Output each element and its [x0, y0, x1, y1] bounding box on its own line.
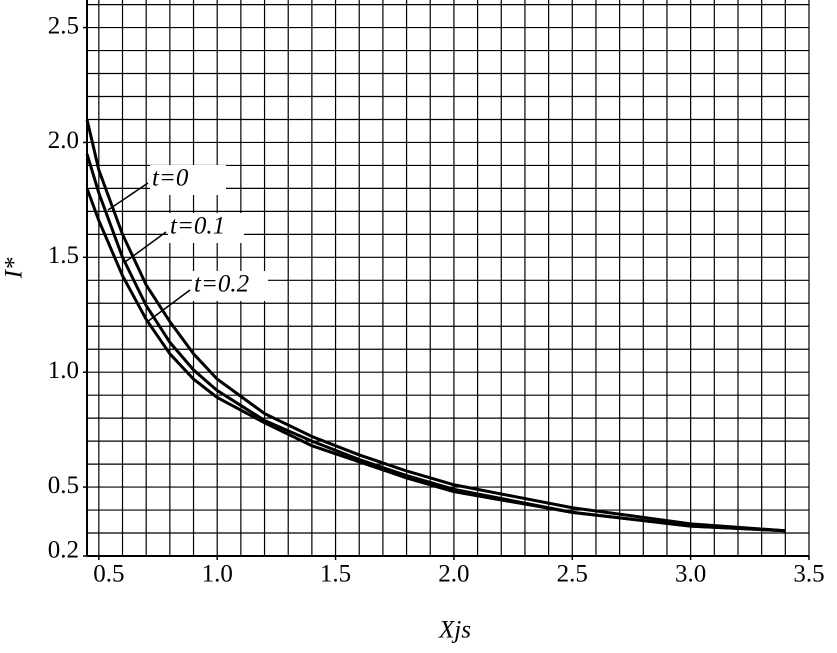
line-series: [85, 187, 786, 533]
x-tick-label: 2.5: [557, 561, 588, 588]
annotation-bg: [150, 165, 226, 195]
annotation-bg: [168, 213, 244, 243]
y-tick-label: 2.0: [48, 127, 79, 154]
series-label: t=0.2: [194, 271, 249, 298]
y-tick-label: 1.0: [48, 357, 79, 384]
y-tick-label: 1.5: [48, 242, 79, 269]
x-tick-label: 1.5: [320, 561, 351, 588]
x-axis-label: Xjs: [438, 617, 471, 644]
y-tick-label: 0.2: [48, 537, 79, 564]
x-tick-label: 0.5: [93, 561, 124, 588]
y-tick-label: 0.5: [48, 472, 79, 499]
x-tick-label: 1.0: [202, 561, 233, 588]
annotation-leader: [124, 231, 167, 263]
line-series: [85, 119, 786, 533]
x-tick-label: 3.5: [793, 561, 824, 588]
y-tick-label: 2.5: [48, 12, 79, 39]
x-tick-label: 3.0: [675, 561, 706, 588]
y-axis-label: I*: [1, 257, 28, 279]
x-tick-label: 2.0: [438, 561, 469, 588]
series-label: t=0: [152, 165, 189, 192]
annotation-leader: [107, 182, 149, 211]
annotation-bg: [192, 271, 268, 301]
series-label: t=0.1: [170, 213, 225, 240]
annotation-leader: [146, 289, 191, 323]
